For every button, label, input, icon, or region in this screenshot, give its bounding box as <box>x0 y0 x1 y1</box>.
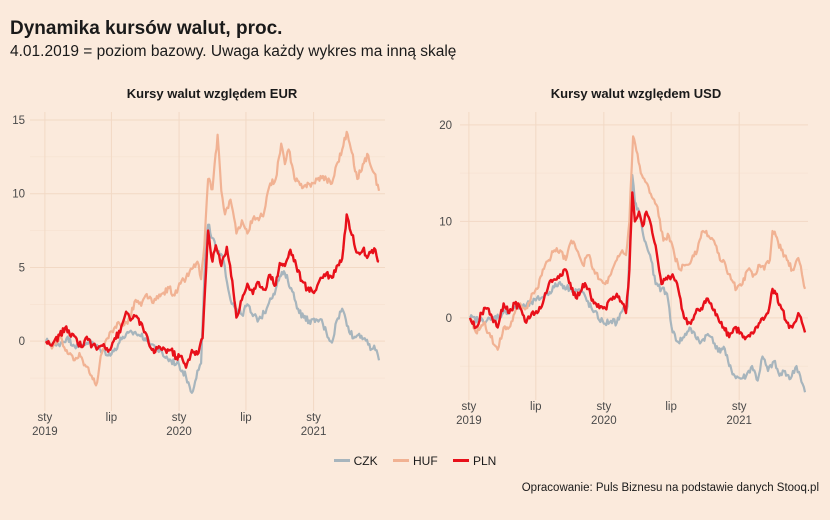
legend-label-czk: CZK <box>353 453 378 468</box>
page-title: Dynamika kursów walut, proc. <box>10 18 283 39</box>
page-subtitle: 4.01.2019 = poziom bazowy. Uwaga każdy w… <box>10 43 457 60</box>
x-tick-label: sty <box>462 401 477 413</box>
x-tick-year-label: 2019 <box>32 426 58 438</box>
x-tick-label: lip <box>665 401 677 413</box>
legend-swatch-huf <box>392 459 409 462</box>
legend-label-huf: HUF <box>412 453 438 468</box>
x-tick-year-label: 2020 <box>166 426 192 438</box>
series-line-huf <box>45 130 381 387</box>
chart-title-1: Kursy walut względem EUR <box>127 86 298 101</box>
x-tick-label: sty <box>172 412 187 424</box>
x-tick-label: lip <box>530 401 542 413</box>
legend-swatch-pln <box>453 459 469 462</box>
y-tick-label: 0 <box>19 336 25 348</box>
series-line-pln <box>44 213 380 369</box>
chart-panel-2: Kursy walut względem USD 0 10 20 sty 2019 lip s… <box>439 86 808 427</box>
x-tick-label: sty <box>732 401 747 413</box>
series-line-czk <box>45 223 381 394</box>
legend-label-pln: PLN <box>473 453 497 468</box>
series-line-pln <box>468 191 807 341</box>
series-line-huf <box>469 135 807 351</box>
legend-swatch-czk <box>333 459 350 462</box>
y-tick-label: 10 <box>12 189 25 201</box>
legend-item-huf: HUF <box>392 453 438 468</box>
legend: CZK HUF PLN <box>0 451 830 468</box>
chart-panel-1: Kursy walut względem EUR 0 5 10 15 sty 2019 lip… <box>12 86 385 438</box>
x-tick-label: lip <box>106 412 118 424</box>
x-tick-label: sty <box>597 401 612 413</box>
y-tick-label: 10 <box>439 216 452 228</box>
x-tick-year-label: 2021 <box>726 415 752 427</box>
y-tick-label: 0 <box>446 313 452 325</box>
series-line-czk <box>468 173 807 393</box>
x-tick-year-label: 2020 <box>591 415 617 427</box>
y-tick-label: 5 <box>19 262 25 274</box>
chart-title-2: Kursy walut względem USD <box>551 86 721 101</box>
x-tick-year-label: 2019 <box>456 415 482 427</box>
legend-item-czk: CZK <box>333 453 378 468</box>
x-tick-label: sty <box>38 412 53 424</box>
y-tick-label: 15 <box>12 115 25 127</box>
x-tick-label: lip <box>240 412 252 424</box>
legend-item-pln: PLN <box>453 454 496 468</box>
x-tick-label: sty <box>306 412 321 424</box>
y-tick-label: 20 <box>439 120 452 132</box>
x-tick-year-label: 2021 <box>301 426 327 438</box>
source-caption: Opracowanie: Puls Biznesu na podstawie d… <box>521 482 819 494</box>
